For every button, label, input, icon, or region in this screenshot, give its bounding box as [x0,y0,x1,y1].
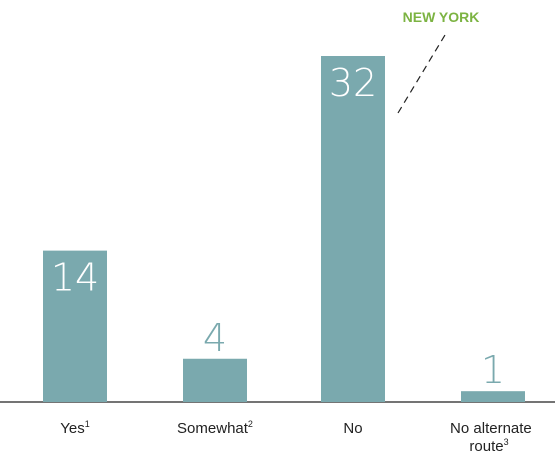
value-label-no-alternate-route: 1 [481,348,505,392]
category-text-line-1: No alternate [450,420,532,437]
category-text-line-2: route [469,438,503,455]
footnote-marker: 2 [248,419,253,429]
bar-yes [43,250,107,402]
value-label-no: 32 [329,61,377,105]
footnote-marker: 3 [504,437,509,447]
category-label-no-alternate-route: No alternate route3 [450,420,536,455]
callout-leader-line [397,34,446,114]
category-text: Yes [60,420,84,437]
footnote-marker: 1 [85,419,90,429]
value-label-somewhat: 4 [203,316,227,360]
bar-somewhat [183,358,247,402]
value-label-yes: 14 [51,256,99,300]
category-label-somewhat: Somewhat2 [177,419,253,437]
category-label-no: No [343,420,362,437]
category-text: No [343,420,362,437]
category-text: Somewhat [177,420,249,437]
bar-no [321,56,385,402]
callout-label: NEW YORK [403,9,480,25]
category-label-yes: Yes1 [60,419,90,437]
bar-no-alternate-route [461,391,525,402]
